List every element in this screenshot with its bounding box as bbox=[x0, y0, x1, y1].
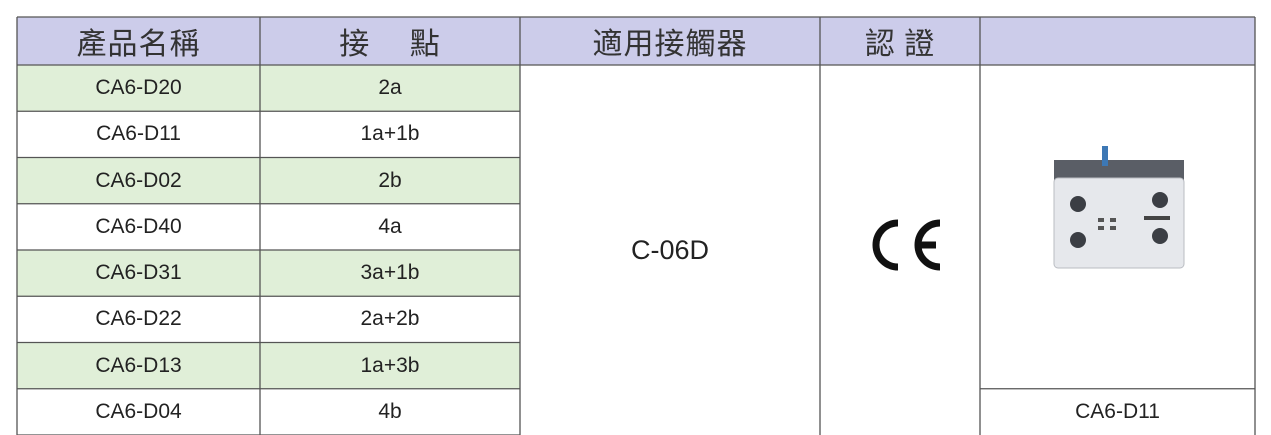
contact: 3a+1b bbox=[260, 250, 520, 297]
header-cell: 認 證 bbox=[820, 17, 980, 65]
contact: 4a bbox=[378, 214, 402, 238]
contactor: C-06D bbox=[630, 234, 710, 265]
product-image bbox=[1053, 146, 1185, 269]
contact: 4b bbox=[378, 399, 402, 423]
product-name: CA6-D02 bbox=[17, 157, 260, 204]
contact: 2b bbox=[260, 157, 520, 204]
product-name: CA6-D40 bbox=[95, 214, 182, 238]
header-cell: 適用接觸器 bbox=[520, 17, 820, 65]
product-name: CA6-D31 bbox=[17, 250, 260, 297]
product-name: CA6-D20 bbox=[17, 65, 260, 112]
contact: 1a+1b bbox=[360, 122, 420, 146]
header-cell: 產品名稱 bbox=[17, 17, 260, 65]
contact: 1a+3b bbox=[260, 342, 520, 389]
product-name: CA6-D22 bbox=[95, 307, 182, 331]
contact: 2a bbox=[260, 65, 520, 112]
image-caption: CA6-D11 bbox=[1075, 399, 1160, 423]
product-name: CA6-D11 bbox=[96, 122, 181, 146]
header-cell: 接 點 bbox=[260, 17, 520, 65]
product-name: CA6-D04 bbox=[95, 399, 182, 423]
product-name: CA6-D13 bbox=[17, 342, 260, 389]
header-cell bbox=[980, 17, 1255, 65]
contact: 2a+2b bbox=[360, 307, 420, 331]
ce-mark bbox=[872, 219, 941, 271]
